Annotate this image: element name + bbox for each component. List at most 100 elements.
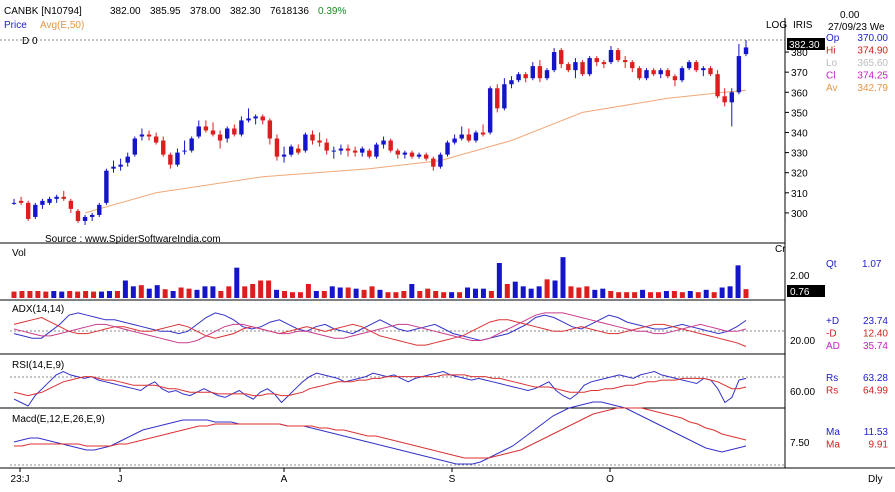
candle	[573, 58, 578, 79]
candle	[324, 138, 329, 155]
candle-body	[679, 68, 685, 81]
candle-body	[701, 68, 706, 71]
candle	[395, 148, 400, 159]
candle-body	[438, 154, 443, 167]
candle	[367, 148, 372, 159]
candle-body	[530, 66, 535, 79]
volume-bar	[552, 280, 558, 298]
volume-bar	[337, 287, 343, 298]
volume-bar	[401, 291, 407, 298]
candle	[296, 144, 301, 155]
d-label: D 0	[22, 36, 38, 47]
date-tick-label: J	[118, 474, 123, 485]
candle-body	[559, 50, 564, 65]
candle	[665, 68, 671, 79]
volume-bar	[59, 291, 65, 298]
candle-body	[587, 58, 592, 75]
candle-body	[566, 64, 571, 71]
candle-body	[310, 134, 315, 141]
volume-bar	[75, 291, 81, 298]
readout-key: AD	[826, 341, 840, 352]
candle-body	[217, 134, 223, 141]
candle	[33, 202, 38, 219]
readout-key: Ma	[826, 427, 840, 438]
candle	[168, 152, 173, 169]
volume-bar	[146, 288, 152, 298]
volume-current-box	[787, 285, 825, 297]
candle-body	[601, 62, 607, 65]
candle-body	[203, 126, 209, 131]
candle-body	[253, 116, 258, 119]
candle-body	[11, 202, 17, 204]
volume-bar	[441, 292, 447, 298]
reference-lines	[10, 330, 785, 466]
volume-value: 7618136	[270, 6, 309, 17]
price-tick-label: 380	[791, 48, 808, 59]
candle	[672, 74, 678, 87]
candle-body	[452, 138, 457, 143]
volume-bar	[91, 291, 97, 298]
volume-bar	[242, 286, 248, 298]
adx-label: ADX(14,14)	[12, 304, 64, 315]
candle-body	[153, 136, 159, 143]
candle	[438, 152, 443, 169]
source-label: Source : www.SpiderSoftwareIndia.com	[45, 234, 221, 245]
candle	[288, 144, 294, 157]
candle-body	[18, 200, 24, 203]
date-label: 27/09/23 We	[828, 22, 885, 33]
volume-bar	[178, 287, 184, 298]
ohlc-readouts: Op 370.00 Hi 374.90 Lo 365.60 Cl 374.25 Av 342.79	[826, 33, 888, 94]
volume-bar	[703, 289, 709, 298]
candle-body	[260, 116, 265, 121]
volume-bar	[743, 289, 749, 298]
candle	[473, 130, 479, 143]
candle-body	[594, 58, 599, 63]
candle-body	[551, 52, 557, 71]
candle	[111, 160, 116, 173]
candle	[630, 60, 635, 73]
candle-body	[225, 128, 230, 139]
date-tick-label: A	[281, 474, 288, 485]
candle-body	[68, 200, 74, 209]
candle	[40, 198, 45, 209]
candle	[487, 86, 493, 135]
price-tick-label: 320	[791, 169, 808, 180]
candle	[530, 62, 535, 81]
candle-body	[736, 56, 742, 93]
volume-bar	[11, 291, 17, 298]
low-value: 378.00	[190, 6, 221, 17]
volume-bar	[19, 291, 25, 298]
candle	[644, 68, 649, 81]
volume-bar	[560, 257, 566, 298]
price-tick-label: 330	[791, 149, 808, 160]
candle	[196, 120, 201, 139]
candle-body	[40, 200, 45, 205]
candle-body	[495, 88, 500, 109]
candle	[743, 40, 749, 57]
candle-body	[473, 132, 479, 141]
candle-body	[210, 130, 216, 135]
volume-bar	[425, 288, 431, 298]
volume-bar	[496, 263, 502, 298]
candle-body	[146, 134, 152, 137]
candle-body	[615, 50, 621, 61]
candle-body	[637, 68, 642, 79]
candle-body	[75, 210, 81, 221]
volume-current-label: 0.76	[790, 287, 810, 298]
candle	[509, 76, 514, 89]
candle-body	[232, 128, 237, 135]
price-tick-label: 360	[791, 88, 808, 99]
candle-body	[622, 60, 628, 63]
volume-bar	[345, 287, 351, 298]
volume-bar	[218, 291, 224, 298]
volume-bar	[727, 286, 733, 298]
candle	[352, 146, 358, 157]
candle-body	[537, 66, 543, 79]
cr-label: Cr	[775, 244, 786, 255]
candle-body	[608, 50, 614, 63]
volume-bar	[154, 285, 160, 298]
candle	[729, 88, 734, 127]
volume-bars	[11, 257, 749, 298]
volume-bar	[671, 291, 677, 298]
